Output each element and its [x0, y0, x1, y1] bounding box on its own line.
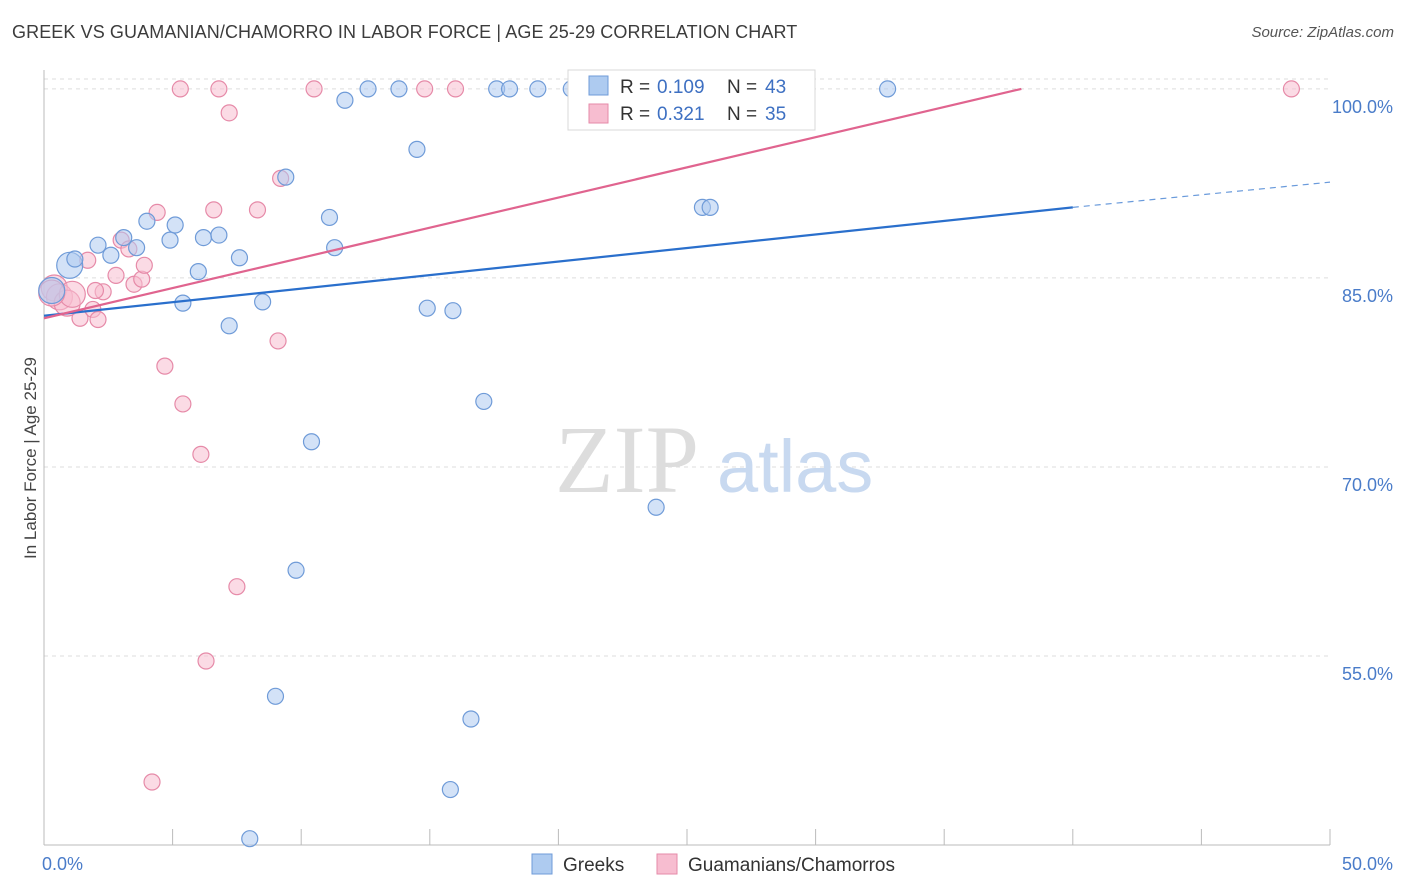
bottom-legend-swatch-greeks	[531, 853, 553, 875]
watermark: ZIP atlas	[555, 406, 873, 513]
legend-swatch-greeks	[588, 75, 609, 96]
guamanians-point-23	[220, 104, 238, 122]
x-tick-label-1: 50.0%	[1342, 854, 1393, 874]
greeks-point-9	[166, 216, 184, 234]
guamanians-point-13	[133, 270, 151, 288]
bottom-legend-guamanians: Guamanians/Chamorros	[688, 855, 895, 876]
legend-n-value-1: 43	[765, 77, 786, 98]
greeks-point-35	[529, 80, 547, 98]
greeks-point-22	[320, 208, 339, 227]
guamanians-point-25	[248, 201, 267, 219]
greeks-point-19	[277, 168, 295, 186]
bottom-legend-swatch-guamanians	[656, 853, 678, 875]
y-axis-label: In Labor Force | Age 25-29	[21, 357, 40, 559]
greeks-point-12	[194, 229, 213, 247]
greeks-point-26	[390, 80, 408, 98]
guamanians-point-22	[210, 80, 228, 98]
guamanians-point-20	[197, 652, 215, 670]
greeks-point-10	[174, 294, 192, 312]
greeks-point-2	[66, 250, 84, 268]
guamanians-point-7	[89, 310, 107, 329]
greeks-point-32	[475, 392, 493, 411]
greeks-point-5	[115, 229, 133, 247]
guamanians-point-21	[205, 201, 223, 219]
greeks-point-6	[127, 239, 146, 257]
greeks-point-30	[444, 302, 462, 320]
source-label: Source: ZipAtlas.com	[1251, 24, 1394, 41]
greeks-point-34	[500, 80, 519, 98]
greeks-point-11	[189, 263, 207, 281]
guamanians-point-17	[171, 80, 189, 98]
greeks-point-25	[359, 80, 377, 98]
legend-r-label-1: R =	[620, 77, 650, 98]
greeks-point-42	[701, 198, 719, 216]
greeks-point-14	[220, 317, 238, 335]
greeks-point-29	[441, 780, 459, 799]
greeks-point-24	[336, 91, 354, 109]
y-tick-label-1: 70.0%	[1342, 475, 1393, 495]
legend-n-label-1: N =	[727, 77, 757, 98]
guamanians-point-31	[143, 773, 161, 791]
legend-r-value-2: 0.321	[657, 104, 705, 125]
y-tick-label-3: 100.0%	[1332, 97, 1393, 117]
legend-n-label-2: N =	[727, 104, 757, 125]
top-legend: R = 0.109 N = 43 R = 0.321 N = 35	[567, 69, 816, 131]
grid-lines	[44, 78, 1330, 657]
greeks-point-0	[38, 276, 66, 305]
bottom-legend-greeks: Greeks	[563, 855, 624, 876]
greeks-point-8	[161, 231, 179, 249]
greeks-point-20	[287, 561, 305, 579]
series-greeks-points	[38, 80, 897, 848]
legend-swatch-guamanians	[588, 103, 609, 124]
greeks-point-4	[102, 246, 120, 264]
watermark-atlas: atlas	[717, 425, 873, 508]
greeks-point-28	[418, 299, 436, 317]
greeks-point-21	[302, 433, 321, 451]
greeks-point-15	[230, 249, 249, 267]
greeks-trend-line	[43, 206, 1073, 317]
greeks-point-13	[210, 226, 228, 244]
y-tick-labels: 55.0% 70.0% 85.0% 100.0%	[1332, 97, 1393, 684]
bottom-legend: Greeks Guamanians/Chamorros	[531, 853, 895, 876]
greeks-point-16	[241, 830, 259, 848]
watermark-zip: ZIP	[555, 406, 699, 513]
x-tick-labels: 0.0% 50.0%	[42, 854, 1393, 874]
guamanians-trend-line	[43, 87, 1022, 320]
greeks-trend-extension	[1072, 181, 1331, 208]
trend-lines	[43, 87, 1331, 320]
guamanians-point-18	[174, 395, 192, 413]
guamanians-point-16	[156, 357, 174, 375]
guamanians-point-28	[305, 80, 323, 98]
y-tick-label-0: 55.0%	[1342, 664, 1393, 684]
greeks-point-17	[254, 293, 272, 311]
chart-title: GREEK VS GUAMANIAN/CHAMORRO IN LABOR FOR…	[12, 22, 798, 42]
guamanians-point-34	[86, 281, 105, 300]
legend-r-value-1: 0.109	[657, 77, 705, 98]
y-tick-label-2: 85.0%	[1342, 286, 1393, 306]
greeks-point-3	[89, 236, 107, 254]
axes	[43, 70, 1331, 846]
legend-box	[567, 69, 816, 131]
guamanians-point-26	[269, 332, 287, 350]
guamanians-point-30	[446, 80, 465, 98]
x-tick-label-0: 0.0%	[42, 854, 83, 874]
greeks-point-43	[879, 80, 897, 98]
greeks-point-27	[408, 140, 426, 158]
guamanians-point-24	[228, 578, 246, 596]
greeks-point-31	[462, 710, 480, 728]
legend-r-label-2: R =	[620, 104, 650, 125]
greeks-point-18	[266, 687, 285, 705]
guamanians-point-19	[192, 445, 210, 463]
legend-n-value-2: 35	[765, 104, 786, 125]
guamanians-point-29	[416, 80, 434, 98]
guamanians-point-32	[1282, 80, 1301, 98]
guamanians-point-14	[135, 256, 153, 274]
greeks-point-7	[138, 212, 156, 230]
greeks-point-40	[647, 498, 665, 516]
guamanians-point-9	[107, 266, 125, 285]
